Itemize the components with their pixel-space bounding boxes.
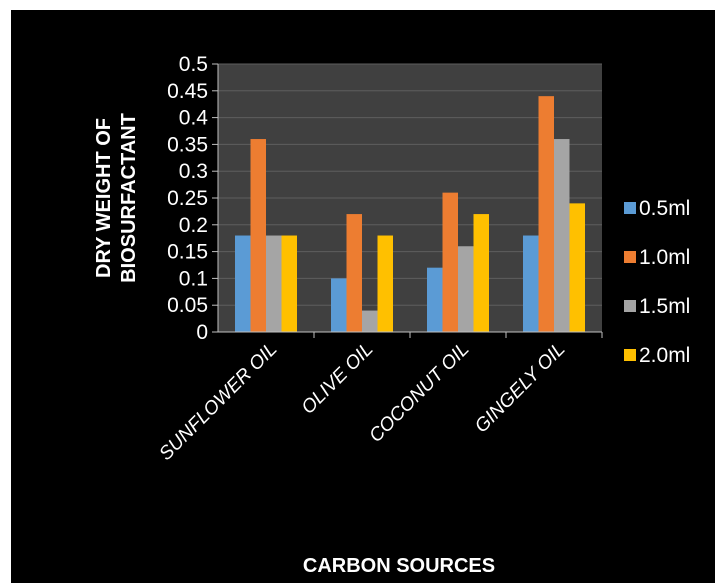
y-tick-label: 0.2 xyxy=(179,214,208,237)
bar xyxy=(569,203,585,332)
bar xyxy=(523,235,539,332)
bar xyxy=(473,214,489,332)
y-tick-label: 0.15 xyxy=(167,241,208,264)
bar xyxy=(538,96,554,332)
y-tick-label: 0.4 xyxy=(179,107,209,130)
y-axis-ticks: 0 0.05 0.1 0.15 0.2 0.25 0.3 0.35 0.4 0.45 0.5 xyxy=(167,53,218,344)
axes xyxy=(217,64,603,338)
legend-label: 0.5ml xyxy=(639,197,690,220)
y-tick-label: 0.5 xyxy=(179,53,208,76)
legend-swatch xyxy=(624,300,636,312)
y-axis-title-line-2: BIOSURFACTANT xyxy=(118,113,140,283)
legend-label: 2.0ml xyxy=(639,344,690,367)
y-tick-label: 0.3 xyxy=(179,160,208,183)
legend-swatch xyxy=(624,251,636,263)
bar xyxy=(427,267,443,332)
legend: 0.5ml 1.0ml 1.5ml 2.0ml xyxy=(624,197,690,367)
legend-label: 1.5ml xyxy=(639,295,690,318)
x-category-label: SUNFLOWER OIL xyxy=(155,339,281,465)
y-tick-label: 0.35 xyxy=(167,133,208,156)
y-tick-label: 0 xyxy=(196,321,208,344)
legend-swatch xyxy=(624,349,636,361)
bar xyxy=(281,235,297,332)
bar xyxy=(458,246,474,332)
y-tick-label: 0.05 xyxy=(167,294,208,317)
bar xyxy=(442,192,458,332)
bars xyxy=(235,96,585,332)
legend-label: 1.0ml xyxy=(639,246,690,269)
y-tick-label: 0.1 xyxy=(179,267,208,290)
bar-chart: 0 0.05 0.1 0.15 0.2 0.25 0.3 0.35 0.4 0.45 0.5 SUN… xyxy=(93,53,690,577)
bar xyxy=(362,310,378,332)
bar xyxy=(331,278,347,332)
x-category-label: GINGELY OIL xyxy=(471,339,569,437)
y-tick-label: 0.45 xyxy=(167,80,208,103)
x-category-label: OLIVE OIL xyxy=(298,339,378,419)
y-tick-label: 0.25 xyxy=(167,187,208,210)
x-category-label: COCONUT OIL xyxy=(365,339,473,447)
bar xyxy=(266,235,282,332)
bar xyxy=(235,235,251,332)
bar xyxy=(554,139,570,332)
x-axis-title: CARBON SOURCES xyxy=(303,555,495,577)
legend-swatch xyxy=(624,202,636,214)
y-axis-title-line-1: DRY WEIGHT OF xyxy=(93,118,115,278)
chart-frame: 0 0.05 0.1 0.15 0.2 0.25 0.3 0.35 0.4 0.45 0.5 SUN… xyxy=(11,10,715,583)
bar xyxy=(346,214,362,332)
bar xyxy=(377,235,393,332)
bar xyxy=(250,139,266,332)
